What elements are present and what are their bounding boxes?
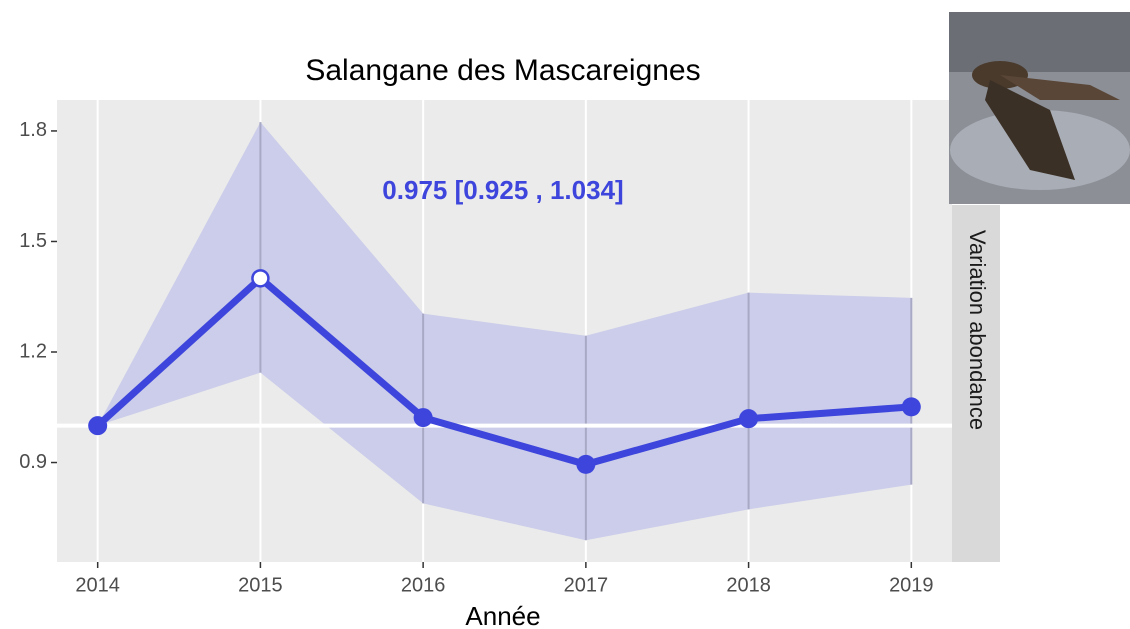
x-tick-label: 2015 <box>238 574 283 596</box>
data-point <box>252 270 268 286</box>
bird-photo <box>949 12 1130 204</box>
y-tick-label: 1.5 <box>19 230 47 252</box>
x-tick-label: 2019 <box>889 574 934 596</box>
annotation: 0.975 [0.925 , 1.034] <box>382 175 623 205</box>
x-tick-label: 2018 <box>726 574 771 596</box>
y-tick-label: 1.2 <box>19 340 47 362</box>
data-point <box>739 409 758 428</box>
data-point <box>414 408 433 427</box>
y-tick-label: 1.8 <box>19 119 47 141</box>
data-point <box>88 416 107 435</box>
x-tick-label: 2014 <box>75 574 120 596</box>
x-axis-title: Année <box>465 601 540 629</box>
chart-title: Salangane des Mascareignes <box>305 54 700 87</box>
x-tick-label: 2016 <box>401 574 446 596</box>
x-tick-label: 2017 <box>564 574 609 596</box>
chart: Variation abondance Salangane des Mascar… <box>0 0 1130 629</box>
data-point <box>902 397 921 416</box>
strip-label: Variation abondance <box>965 230 990 430</box>
data-point <box>576 455 595 474</box>
y-tick-label: 0.9 <box>19 451 47 473</box>
